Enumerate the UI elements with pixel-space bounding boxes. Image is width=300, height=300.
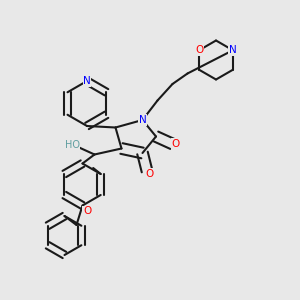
- Text: O: O: [83, 206, 91, 217]
- Text: O: O: [171, 139, 180, 149]
- Text: HO: HO: [64, 140, 80, 151]
- Text: N: N: [139, 115, 146, 125]
- Text: O: O: [195, 45, 203, 55]
- Text: N: N: [229, 45, 237, 55]
- Text: O: O: [146, 169, 154, 179]
- Text: N: N: [83, 76, 91, 86]
